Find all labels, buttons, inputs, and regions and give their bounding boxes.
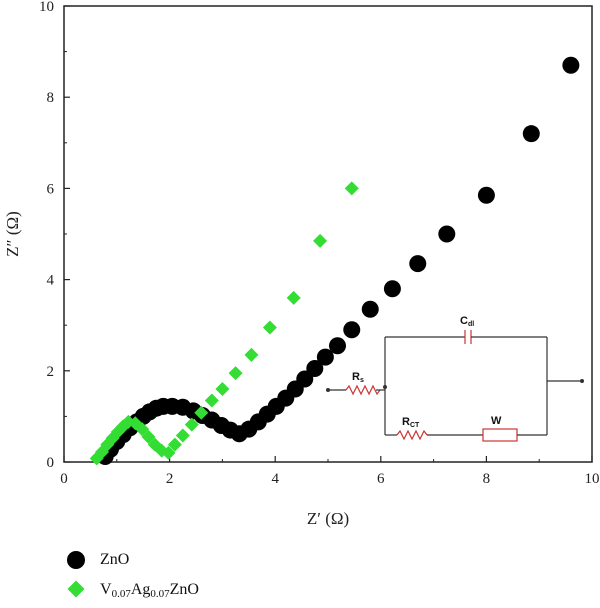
x-tick-label: 2 (166, 471, 174, 487)
x-tick-label: 4 (271, 471, 279, 487)
vagzno-point (175, 428, 190, 443)
label-rct: RCT (402, 416, 420, 429)
terminal-left (326, 388, 330, 392)
legend-marker-diamond (62, 579, 92, 601)
zno-point (343, 321, 361, 339)
x-tick-label: 0 (60, 471, 68, 487)
legend-item-vagzno: V0.07Ag0.07ZnO (62, 578, 199, 602)
legend-label-vagzno: V0.07Ag0.07ZnO (100, 580, 199, 600)
axis-ticks (63, 5, 593, 463)
resistor-rct (396, 429, 428, 441)
vagzno-point (194, 405, 209, 420)
data-points (89, 56, 580, 466)
zno-point (361, 300, 379, 318)
zno-point (383, 280, 401, 298)
y-tick-label: 10 (39, 0, 54, 15)
vagzno-point (344, 181, 359, 196)
terminal-right (580, 379, 584, 383)
vagzno-point (215, 382, 230, 397)
label-cdl: Cdl (460, 315, 474, 328)
axis-labels: 0 2 4 6 8 10 0 2 4 6 8 10 Z′ (Ω) Z″ (Ω) (3, 0, 600, 528)
vagzno-point (141, 429, 156, 444)
zno-point (296, 370, 314, 388)
equivalent-circuit-inset: Cdl Rs RCT W (272, 315, 584, 450)
vagzno-point (161, 445, 176, 460)
legend-item-zno: ZnO (62, 548, 199, 572)
y-axis-title: Z″ (Ω) (3, 211, 22, 257)
vagzno-point (286, 290, 301, 305)
vagzno-point (204, 393, 219, 408)
y-tick-label: 2 (47, 364, 55, 380)
x-axis-title: Z′ (Ω) (307, 509, 349, 528)
vagzno-point (184, 417, 199, 432)
vagzno-point (244, 347, 259, 362)
y-tick-label: 0 (47, 455, 55, 471)
label-w: W (491, 415, 502, 427)
y-tick-label: 8 (47, 90, 55, 106)
nyquist-chart: Cdl Rs RCT W 0 2 4 6 8 10 0 2 4 6 8 10 Z′ (Ω) Z″ (Ω) (3, 0, 600, 528)
zno-point (438, 225, 456, 243)
legend-marker-circle (62, 549, 92, 571)
zno-point (522, 125, 540, 143)
vagzno-point (313, 233, 328, 248)
vagzno-point (167, 437, 182, 452)
vagzno-point (228, 366, 243, 381)
zno-point (306, 360, 324, 378)
resistor-rs (345, 384, 381, 396)
zno-point (562, 56, 580, 74)
x-tick-label: 6 (377, 471, 385, 487)
zno-point (409, 255, 427, 273)
legend-label-zno: ZnO (100, 551, 130, 568)
zno-point (329, 337, 347, 355)
legend: ZnO V0.07Ag0.07ZnO (62, 548, 199, 608)
zno-point (477, 186, 495, 204)
label-rs: Rs (352, 371, 364, 384)
inset-background (272, 330, 564, 450)
y-tick-label: 6 (47, 181, 55, 197)
vagzno-point (135, 422, 150, 437)
x-tick-label: 8 (483, 471, 491, 487)
x-tick-label: 10 (585, 471, 600, 487)
y-tick-label: 4 (47, 273, 55, 289)
zno-point (316, 348, 334, 366)
vagzno-point (262, 320, 277, 335)
